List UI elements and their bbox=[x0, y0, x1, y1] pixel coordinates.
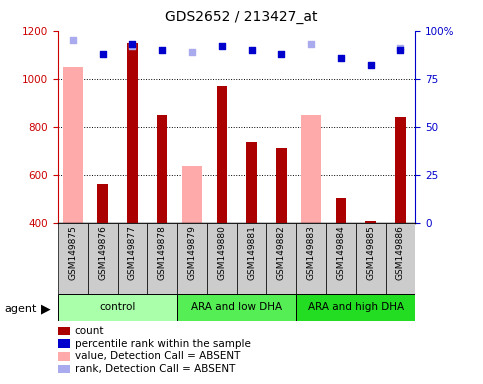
Text: value, Detection Call = ABSENT: value, Detection Call = ABSENT bbox=[75, 351, 240, 361]
Bar bbox=[98, 184, 108, 223]
Point bbox=[367, 62, 375, 68]
Text: GSM149882: GSM149882 bbox=[277, 225, 286, 280]
Text: GDS2652 / 213427_at: GDS2652 / 213427_at bbox=[165, 10, 318, 23]
Bar bbox=[326, 223, 356, 294]
Bar bbox=[58, 223, 88, 294]
Text: GSM149885: GSM149885 bbox=[366, 225, 375, 280]
Bar bbox=[58, 294, 177, 321]
Bar bbox=[127, 43, 138, 223]
Text: GSM149881: GSM149881 bbox=[247, 225, 256, 280]
Bar bbox=[356, 223, 385, 294]
Text: percentile rank within the sample: percentile rank within the sample bbox=[75, 339, 251, 349]
Point bbox=[278, 51, 285, 57]
Text: GSM149883: GSM149883 bbox=[307, 225, 315, 280]
Bar bbox=[267, 223, 296, 294]
Point bbox=[337, 55, 345, 61]
Bar bbox=[177, 294, 296, 321]
Text: rank, Detection Call = ABSENT: rank, Detection Call = ABSENT bbox=[75, 364, 235, 374]
Text: GSM149878: GSM149878 bbox=[158, 225, 167, 280]
Text: control: control bbox=[99, 302, 136, 312]
Text: GSM149876: GSM149876 bbox=[98, 225, 107, 280]
Text: ▶: ▶ bbox=[41, 303, 51, 316]
Bar bbox=[385, 223, 415, 294]
Point bbox=[188, 49, 196, 55]
Bar bbox=[366, 221, 376, 223]
Text: GSM149884: GSM149884 bbox=[337, 225, 345, 280]
Text: GSM149877: GSM149877 bbox=[128, 225, 137, 280]
Bar bbox=[296, 223, 326, 294]
Point bbox=[128, 43, 136, 49]
Point bbox=[397, 47, 404, 53]
Bar bbox=[395, 117, 406, 223]
Point bbox=[158, 47, 166, 53]
Point bbox=[128, 41, 136, 47]
Text: count: count bbox=[75, 326, 104, 336]
Bar bbox=[246, 142, 257, 223]
Bar bbox=[88, 223, 117, 294]
Text: GSM149879: GSM149879 bbox=[187, 225, 197, 280]
Bar bbox=[276, 148, 286, 223]
Bar bbox=[63, 67, 83, 223]
Point bbox=[248, 47, 256, 53]
Bar bbox=[177, 223, 207, 294]
Point bbox=[69, 37, 77, 43]
Bar bbox=[117, 223, 147, 294]
Point bbox=[397, 45, 404, 51]
Text: GSM149880: GSM149880 bbox=[217, 225, 226, 280]
Bar bbox=[157, 115, 168, 223]
Bar bbox=[216, 86, 227, 223]
Point bbox=[218, 43, 226, 49]
Text: GSM149875: GSM149875 bbox=[69, 225, 77, 280]
Bar bbox=[147, 223, 177, 294]
Bar bbox=[237, 223, 267, 294]
Bar bbox=[182, 166, 202, 223]
Bar bbox=[207, 223, 237, 294]
Text: ARA and low DHA: ARA and low DHA bbox=[191, 302, 282, 312]
Bar bbox=[301, 115, 321, 223]
Bar bbox=[336, 197, 346, 223]
Point bbox=[99, 51, 107, 57]
Text: GSM149886: GSM149886 bbox=[396, 225, 405, 280]
Text: ARA and high DHA: ARA and high DHA bbox=[308, 302, 404, 312]
Point bbox=[307, 41, 315, 47]
Bar bbox=[296, 294, 415, 321]
Text: agent: agent bbox=[5, 304, 37, 314]
